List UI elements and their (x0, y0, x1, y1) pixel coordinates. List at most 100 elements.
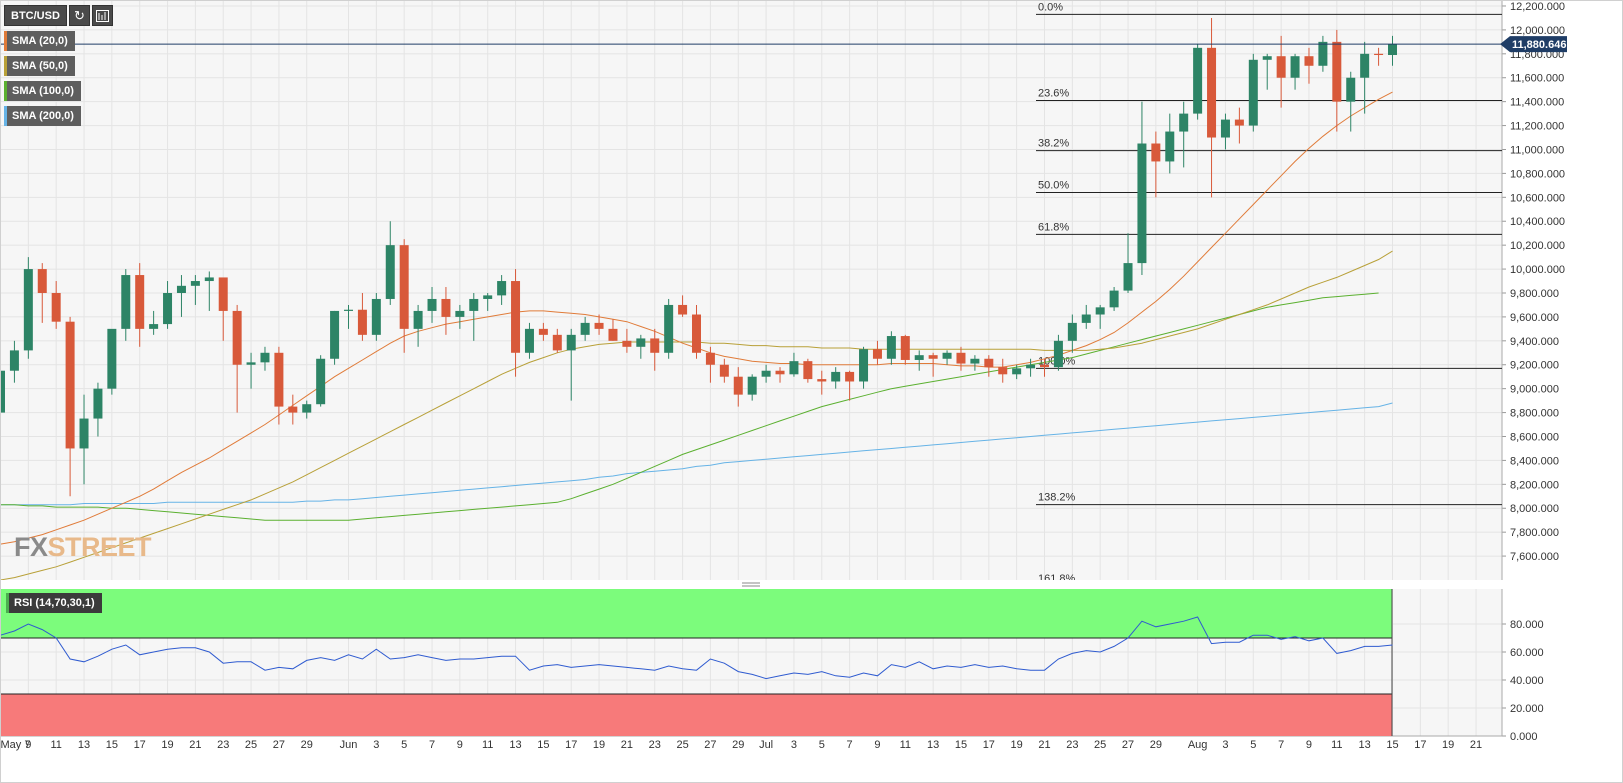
candle (455, 304, 465, 329)
candle (733, 367, 743, 407)
candle-body (580, 322, 590, 335)
candle (121, 269, 131, 341)
x-tick-label: Jul (759, 739, 773, 751)
candle (260, 346, 270, 371)
x-tick-label: 29 (301, 739, 313, 751)
sma50-legend-item[interactable]: SMA (50,0) (4, 56, 75, 76)
candle-body (344, 309, 353, 311)
refresh-icon[interactable]: ↻ (68, 5, 90, 26)
y-tick-label: 8,400.000 (1510, 455, 1559, 467)
candle (1374, 47, 1384, 66)
candle (538, 322, 548, 341)
candle-body (886, 336, 896, 359)
candle (107, 328, 117, 395)
y-tick-label: 8,200.000 (1510, 479, 1559, 491)
candle (859, 346, 869, 389)
candle-body (1318, 41, 1328, 66)
sma200-legend-item[interactable]: SMA (200,0) (4, 106, 81, 126)
candle (622, 328, 632, 353)
candle-body (1346, 77, 1356, 102)
rsi-legend-item[interactable]: RSI (14,70,30,1) (6, 593, 102, 613)
candle (163, 281, 173, 329)
candle-body (803, 361, 813, 380)
sma100-legend-item[interactable]: SMA (100,0) (4, 81, 81, 101)
candle-body (678, 304, 688, 315)
x-tick-label: 9 (25, 739, 31, 751)
y-tick-label: 10,800.000 (1510, 168, 1565, 180)
x-tick-label: 29 (732, 739, 744, 751)
candle-body (1248, 59, 1258, 126)
candle-body (218, 277, 228, 311)
candle (1234, 107, 1244, 144)
rsi-y-tick-label: 40.000 (1510, 675, 1544, 687)
candle-body (914, 355, 924, 360)
sma20-label: SMA (20,0) (12, 35, 68, 47)
sma20-legend-item[interactable]: SMA (20,0) (4, 31, 75, 51)
candle (831, 367, 841, 389)
candle (37, 263, 47, 323)
x-tick-label: 21 (1470, 739, 1482, 751)
x-tick-label: Aug (1188, 739, 1208, 751)
x-tick-label: 5 (819, 739, 825, 751)
x-tick-label: 25 (676, 739, 688, 751)
x-tick-label: 7 (429, 739, 435, 751)
candle (998, 358, 1008, 383)
candle-body (650, 338, 660, 353)
candle (371, 292, 381, 341)
candle (1332, 29, 1342, 132)
candle-body (705, 352, 715, 365)
x-tick-label: 23 (1066, 739, 1078, 751)
candle-body (260, 352, 270, 363)
x-tick-label: 15 (106, 739, 118, 751)
candle (886, 331, 896, 365)
candle (1109, 287, 1119, 311)
current-price-label: 11,880.646 (1512, 39, 1566, 51)
candle-body (831, 371, 841, 382)
indicators-icon[interactable] (91, 5, 113, 26)
sma100-swatch (4, 81, 7, 101)
candle (79, 394, 89, 485)
x-tick-label: 9 (457, 739, 463, 751)
candle (1193, 44, 1203, 120)
candle (1095, 304, 1105, 329)
candle (316, 355, 326, 407)
candle (817, 370, 827, 395)
x-tick-label: 19 (161, 739, 173, 751)
candle (135, 263, 145, 347)
candle (23, 257, 33, 359)
candle (692, 304, 701, 359)
x-tick-label: 3 (791, 739, 797, 751)
candle-body (427, 298, 437, 311)
sma50-label: SMA (50,0) (12, 60, 68, 72)
rsi-y-tick-label: 20.000 (1510, 703, 1544, 715)
rsi-oversold-zone (0, 694, 1392, 736)
candle (872, 340, 882, 365)
candle-body (692, 314, 701, 353)
x-tick-label: 23 (649, 739, 661, 751)
candle-body (719, 364, 729, 377)
candle (678, 295, 688, 317)
symbol-button[interactable]: BTC/USD (4, 5, 67, 26)
candle (984, 355, 994, 377)
candle-body (956, 352, 966, 364)
candle-body (274, 352, 284, 407)
candle (1276, 35, 1286, 108)
sma100-line (0, 292, 1379, 521)
candle (483, 292, 493, 311)
sma50-swatch (4, 56, 7, 76)
candle-body (747, 376, 757, 395)
x-tick-label: 29 (1150, 739, 1162, 751)
candle-body (469, 298, 479, 311)
candle-body (594, 322, 604, 329)
candle-body (65, 321, 75, 449)
candle-body (135, 275, 145, 329)
sma200-line (0, 402, 1393, 506)
candle (1220, 113, 1230, 150)
x-tick-label: 15 (537, 739, 549, 751)
candle (497, 275, 507, 305)
candle (427, 287, 437, 323)
candle (232, 304, 242, 413)
y-tick-label: 7,800.000 (1510, 527, 1559, 539)
x-tick-label: 27 (704, 739, 716, 751)
